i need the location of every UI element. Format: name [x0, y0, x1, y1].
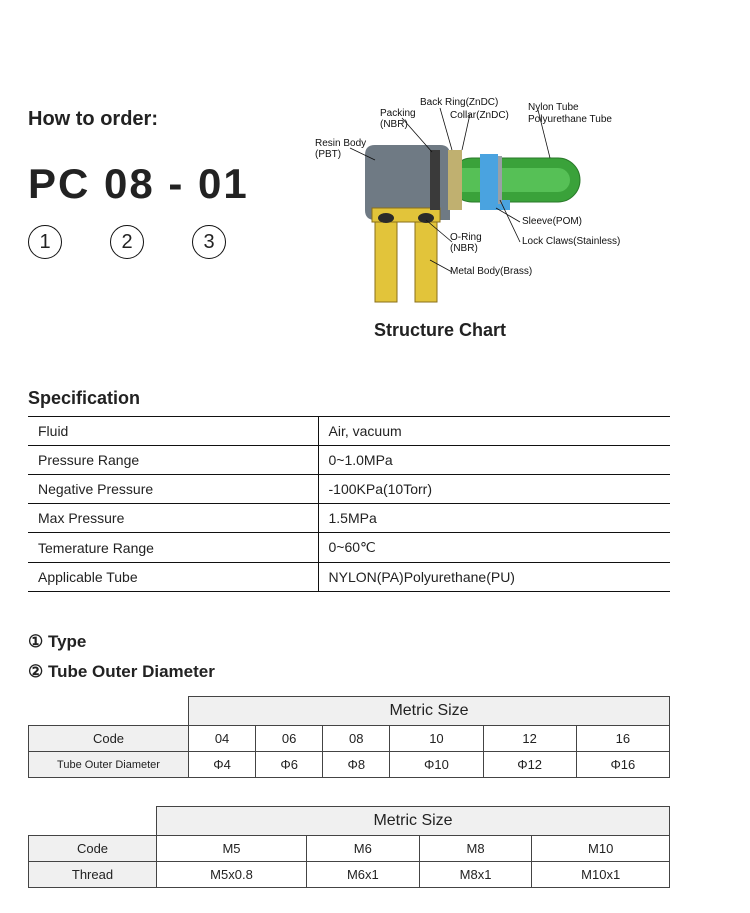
section-1-type: ① Type	[28, 632, 86, 652]
part-number: PC 08 - 01	[28, 160, 249, 208]
how-to-order-label: How to order:	[28, 108, 158, 131]
table-row: Negative Pressure-100KPa(10Torr)	[28, 475, 670, 504]
thr-rowlabel-code: Code	[29, 836, 157, 862]
lbl-sleeve: Sleeve(POM)	[522, 216, 582, 227]
lbl-lock-claws: Lock Claws(Stainless)	[522, 236, 620, 247]
table-row: Max Pressure1.5MPa	[28, 504, 670, 533]
specification-table: FluidAir, vacuum Pressure Range0~1.0MPa …	[28, 416, 670, 592]
lbl-poly-tube: Polyurethane Tube	[528, 114, 612, 125]
specification-title: Specification	[28, 388, 140, 409]
table-row: Applicable TubeNYLON(PA)Polyurethane(PU)	[28, 563, 670, 592]
lbl-resin-body: Resin Body (PBT)	[315, 138, 366, 160]
lbl-oring: O-Ring (NBR)	[450, 232, 482, 254]
circle-1: 1	[28, 225, 62, 259]
table-row: Pressure Range0~1.0MPa	[28, 446, 670, 475]
thr-header: Metric Size	[157, 807, 670, 836]
circle-3: 3	[192, 225, 226, 259]
tod-rowlabel-diam: Tube Outer Diameter	[29, 752, 189, 778]
lbl-back-ring: Back Ring(ZnDC)	[420, 97, 498, 108]
tod-header: Metric Size	[189, 697, 670, 726]
order-index-circles: 1 2 3	[28, 225, 226, 259]
structure-chart-title: Structure Chart	[374, 320, 506, 341]
section-2-tod: ② Tube Outer Diameter	[28, 662, 215, 682]
table-row: Temerature Range0~60℃	[28, 533, 670, 563]
thr-rowlabel-thread: Thread	[29, 862, 157, 888]
lbl-metal-body: Metal Body(Brass)	[450, 266, 532, 277]
structure-diagram: Resin Body (PBT) Packing (NBR) Back Ring…	[320, 100, 640, 310]
tube-outer-diameter-table: Metric Size Code 04 06 08 10 12 16 Tube …	[28, 696, 670, 778]
tod-rowlabel-code: Code	[29, 726, 189, 752]
circle-2: 2	[110, 225, 144, 259]
thread-table: Metric Size Code M5 M6 M8 M10 Thread M5x…	[28, 806, 670, 888]
lbl-nylon-tube: Nylon Tube	[528, 102, 579, 113]
lbl-packing: Packing (NBR)	[380, 108, 416, 130]
lbl-collar: Collar(ZnDC)	[450, 110, 509, 121]
table-row: FluidAir, vacuum	[28, 417, 670, 446]
